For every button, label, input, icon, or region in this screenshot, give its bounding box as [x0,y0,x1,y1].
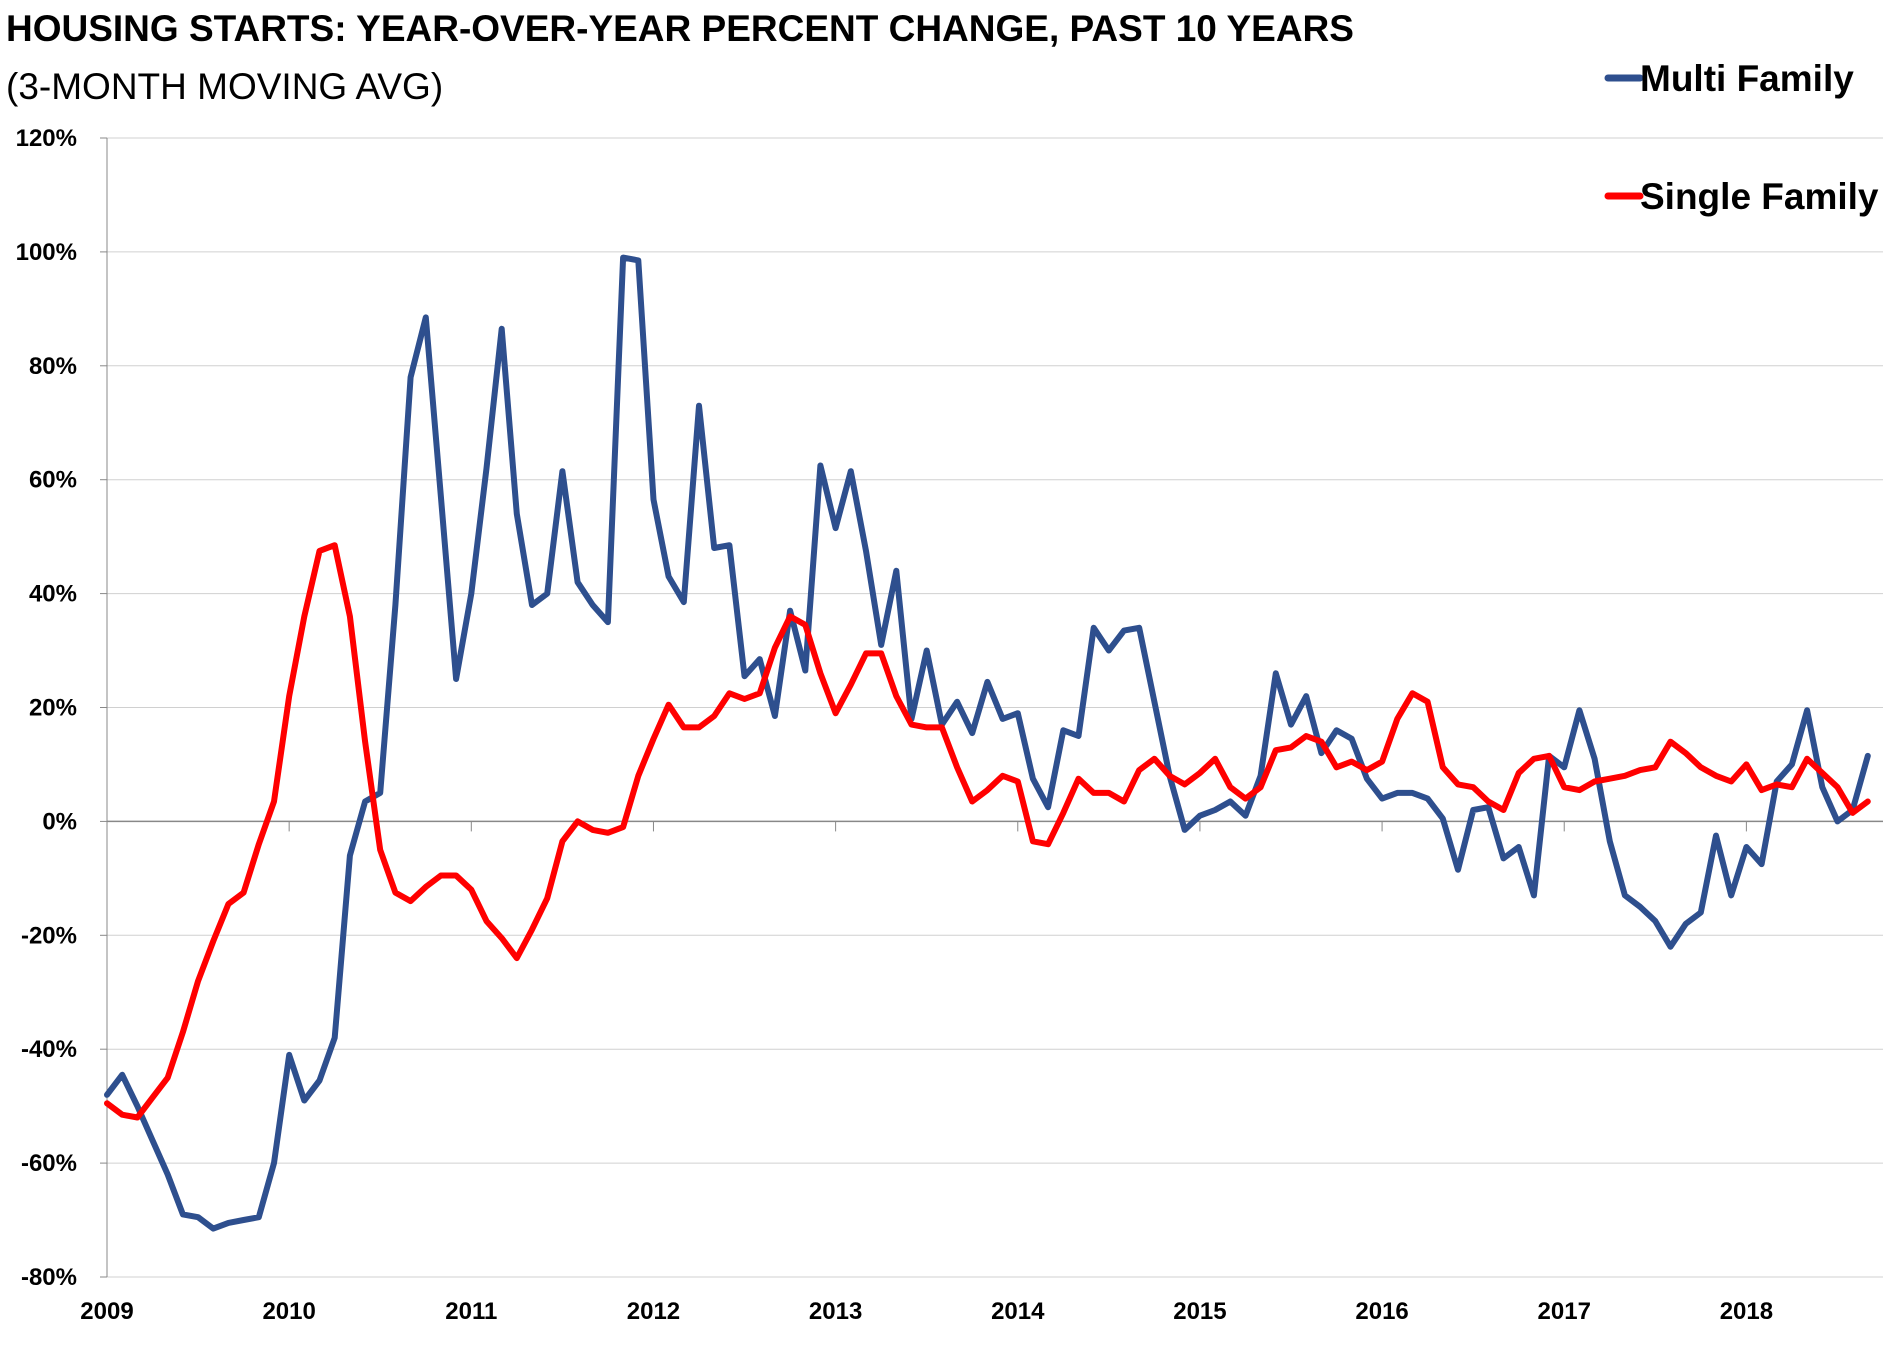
x-tick-label: 2015 [1173,1298,1226,1325]
chart-title: HOUSING STARTS: YEAR-OVER-YEAR PERCENT C… [6,8,1354,49]
y-tick-labels: 120% 100% 80% 60% 40% 20% 0% -20% -40% -60% -80% [16,125,77,1291]
axes [100,137,1883,1278]
legend: Multi Family Single Family [1604,58,1879,217]
legend-label: Multi Family [1640,58,1854,99]
series-line-multi-family [104,254,1871,1232]
y-tick-label: 120% [16,125,77,152]
y-tick-label: 0% [42,808,77,835]
y-tick-label: -40% [21,1036,77,1063]
x-tick-label: 2013 [809,1298,862,1325]
gridlines [107,137,1883,1278]
y-tick-label: 80% [29,353,77,380]
y-tick-label: -20% [21,922,77,949]
y-tick-label: 100% [16,239,77,266]
series-lines [104,254,1871,1232]
y-tick-label: -80% [21,1264,77,1291]
x-tick-label: 2017 [1538,1298,1591,1325]
x-tick-label: 2011 [445,1298,497,1325]
x-tick-label: 2012 [627,1298,680,1325]
y-tick-label: -60% [21,1150,77,1177]
series-line-single-family [104,542,1871,1121]
x-tick-label: 2016 [1355,1298,1408,1325]
x-tick-label: 2018 [1720,1298,1773,1325]
x-tick-label: 2009 [80,1298,133,1325]
x-tick-labels: 2009 2010 2011 2012 2013 2014 2015 2016 2017 2018 [80,1298,1773,1325]
chart-subtitle: (3-MONTH MOVING AVG) [6,66,444,107]
x-tick-label: 2010 [262,1298,315,1325]
y-tick-label: 20% [29,695,77,722]
legend-label: Single Family [1640,176,1879,217]
y-tick-label: 40% [29,581,77,608]
x-tick-label: 2014 [991,1298,1045,1325]
y-tick-label: 60% [29,467,77,494]
